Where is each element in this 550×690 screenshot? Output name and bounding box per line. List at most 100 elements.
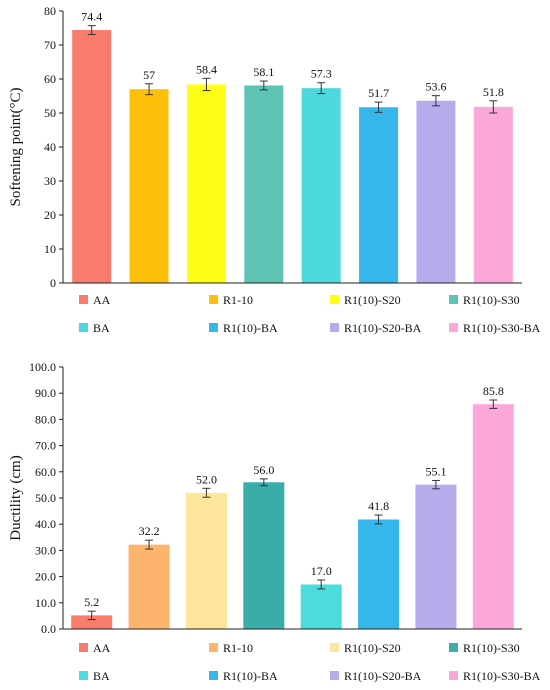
y-tick-label: 0 <box>50 276 56 290</box>
legend-label: R1(10)-S20 <box>344 641 401 655</box>
data-label: 32.2 <box>139 524 160 538</box>
y-tick-label: 80.0 <box>35 412 56 426</box>
legend-label: R1(10)-S30-BA <box>463 321 541 335</box>
y-tick-label: 70.0 <box>35 439 56 453</box>
y-tick-label: 40 <box>44 140 56 154</box>
legend-item-r1-10-s20: R1(10)-S20 <box>330 293 401 307</box>
legend-item-r1-10-s20-ba: R1(10)-S20-BA <box>330 321 422 335</box>
error-bar <box>317 82 326 95</box>
legend-item-aa: AA <box>79 641 111 655</box>
legend-item-r1-10-s30: R1(10)-S30 <box>449 293 520 307</box>
error-bar <box>431 479 440 490</box>
legend-label: BA <box>93 321 110 335</box>
legend-label: R1(10)-S30 <box>463 641 520 655</box>
legend-label: R1(10)-BA <box>223 669 278 683</box>
data-label: 74.4 <box>81 10 102 24</box>
legend-swatch <box>209 295 218 304</box>
legend-label: BA <box>93 669 110 683</box>
data-label: 5.2 <box>84 595 99 609</box>
y-tick-label: 30.0 <box>35 543 56 557</box>
y-tick-label: 90.0 <box>35 386 56 400</box>
data-label: 51.8 <box>483 85 504 99</box>
legend-item-ba: BA <box>79 669 110 683</box>
y-tick-label: 20.0 <box>35 570 56 584</box>
data-label: 17.0 <box>311 564 332 578</box>
legend-swatch <box>209 643 218 652</box>
error-bar <box>431 95 440 107</box>
legend-item-r1-10-ba: R1(10)-BA <box>209 669 278 683</box>
legend-label: R1-10 <box>223 641 253 655</box>
legend-item-ba: BA <box>79 321 110 335</box>
legend-item-r1-10-s30-ba: R1(10)-S30-BA <box>449 669 541 683</box>
data-label: 51.7 <box>368 86 389 100</box>
legend-swatch <box>330 671 339 680</box>
data-label: 58.4 <box>196 62 217 76</box>
error-bar <box>317 579 326 590</box>
y-tick-label: 60 <box>44 72 56 86</box>
y-axis-label: Softening point(°C) <box>8 88 24 207</box>
y-tick-label: 50.0 <box>35 491 56 505</box>
legend-swatch <box>209 323 218 332</box>
legend-label: R1(10)-S20-BA <box>344 669 422 683</box>
error-bar <box>87 25 96 35</box>
legend-label: R1(10)-S30-BA <box>463 669 541 683</box>
data-label: 57.3 <box>311 67 332 81</box>
error-bar <box>145 539 154 550</box>
error-bar <box>374 101 383 113</box>
y-tick-label: 0.0 <box>41 622 56 636</box>
legend-label: R1(10)-S20 <box>344 293 401 307</box>
ductility-chart: 0.0 10.0 20.0 30.0 40.0 50.0 60.0 70.0 80.0 90.0 1… <box>8 360 541 683</box>
error-bar <box>202 487 211 498</box>
bar-ba <box>300 584 342 629</box>
bar-r1-10-s20-ba <box>415 484 457 629</box>
bar-aa <box>72 30 112 284</box>
legend-item-r1-10: R1-10 <box>209 641 253 655</box>
error-bar <box>202 77 211 92</box>
legend-label: AA <box>93 641 111 655</box>
bar-r1-10-s20-ba <box>416 100 456 283</box>
data-label: 56.0 <box>253 463 274 477</box>
y-tick-label: 20 <box>44 208 56 222</box>
bar-ba <box>301 88 341 284</box>
bar-r1-10-s30-ba <box>472 404 514 629</box>
legend-item-aa: AA <box>79 293 111 307</box>
legend-swatch <box>209 671 218 680</box>
legend-swatch <box>449 671 458 680</box>
legend-label: R1(10)-BA <box>223 321 278 335</box>
data-label: 58.1 <box>253 65 274 79</box>
legend-swatch <box>79 323 88 332</box>
legend-label: R1(10)-S30 <box>463 293 520 307</box>
bar-r1-10-s30 <box>244 85 284 284</box>
y-tick-label: 60.0 <box>35 465 56 479</box>
softening-point-chart: 0 10 20 30 40 50 60 70 80 74.4 57 58.4 58.1 57.3 51.7 5… <box>8 4 541 335</box>
error-bar <box>374 514 383 525</box>
error-bar <box>489 100 498 114</box>
y-tick-label: 10 <box>44 242 56 256</box>
y-tick-label: 70 <box>44 38 56 52</box>
legend-swatch <box>330 643 339 652</box>
error-bar <box>259 80 268 91</box>
data-label: 52.0 <box>196 472 217 486</box>
legend-swatch <box>79 643 88 652</box>
error-bar <box>87 610 96 621</box>
error-bar <box>145 83 154 96</box>
y-axis-label: Ductility (cm) <box>8 455 24 540</box>
legend-label: R1(10)-S20-BA <box>344 321 422 335</box>
legend-swatch <box>449 295 458 304</box>
y-tick-label: 30 <box>44 174 56 188</box>
data-label: 55.1 <box>425 464 446 478</box>
bar-r1-10 <box>129 89 169 283</box>
bar-r1-10-s20 <box>186 84 226 283</box>
bar-r1-10-ba <box>359 107 399 283</box>
bar-aa <box>71 615 113 629</box>
legend-item-r1-10-ba: R1(10)-BA <box>209 321 278 335</box>
error-bar <box>259 478 268 487</box>
bar-r1-10 <box>128 544 170 629</box>
legend-label: R1-10 <box>223 293 253 307</box>
legend-item-r1-10-s20: R1(10)-S20 <box>330 641 401 655</box>
y-tick-label: 50 <box>44 106 56 120</box>
bar-r1-10-s20 <box>185 492 227 629</box>
y-tick-label: 80 <box>44 4 56 18</box>
bar-r1-10-s30-ba <box>473 106 513 283</box>
